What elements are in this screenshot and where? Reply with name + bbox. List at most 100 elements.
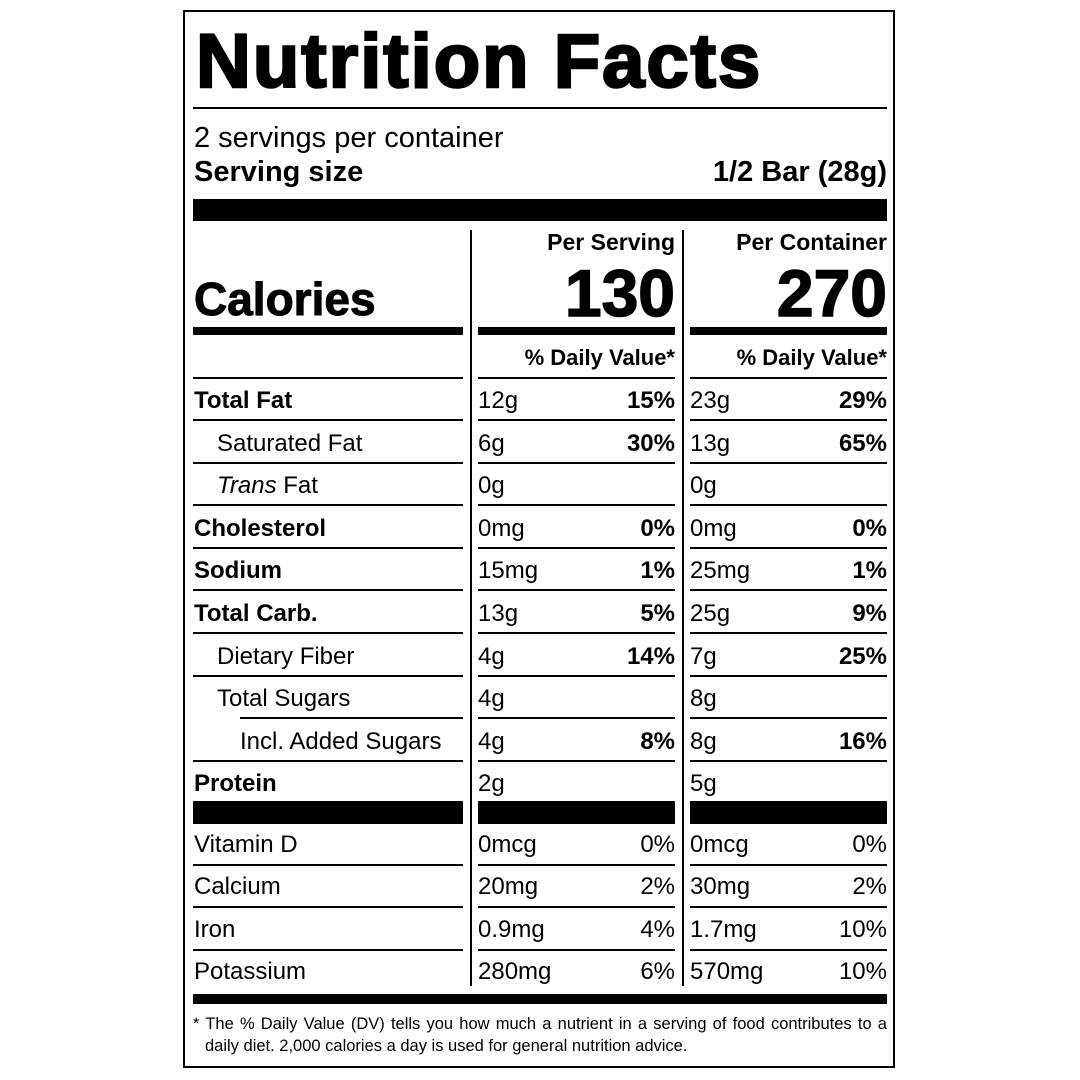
daily-value: 4% (640, 915, 675, 943)
amount: 25g (690, 600, 731, 627)
nutrient-name: Total Fat (194, 389, 292, 413)
daily-value: 10% (838, 957, 887, 985)
rule (478, 717, 675, 719)
amount: 15mg (478, 557, 539, 585)
nutrient-name-text: Total Fat (194, 387, 293, 414)
nutrient-name: Saturated Fat (217, 431, 362, 456)
amount: 0mg (478, 514, 525, 542)
nutrient-name-text: Cholesterol (194, 514, 327, 542)
rule (478, 949, 675, 951)
amount: 570mg (690, 957, 764, 985)
amount: 4g (478, 642, 505, 670)
rule (690, 419, 887, 421)
nutrient-name: Total Sugars (217, 687, 350, 711)
nutrient-name: Dietary Fiber (217, 642, 355, 670)
nutrient-name-italic: Trans (217, 472, 277, 500)
rule (690, 906, 887, 908)
rule (478, 377, 675, 379)
rule (193, 994, 887, 1004)
rule (193, 801, 463, 824)
rule (193, 547, 463, 549)
rule (478, 864, 675, 866)
rule (193, 504, 463, 506)
rule (470, 230, 472, 986)
amount: 4g (478, 727, 505, 755)
daily-value: 1% (640, 557, 675, 585)
rule (193, 632, 463, 634)
vitamin-name: Calcium (194, 873, 281, 901)
amount: 6g (478, 429, 505, 457)
rule (690, 760, 887, 762)
rule (193, 906, 463, 908)
rule (690, 801, 887, 824)
nutrient-name-text: Dietary Fiber (217, 642, 355, 670)
amount: 0.9mg (478, 915, 545, 943)
nutrient-name: Total Carb. (194, 602, 318, 626)
servings: 2 servings per container (194, 122, 504, 154)
nutrient-name-text: Incl. Added Sugars (240, 727, 442, 755)
nutrient-name-text: Fat (283, 472, 318, 500)
rule (478, 801, 675, 824)
amount: 280mg (478, 957, 552, 985)
amount: 0mcg (478, 831, 537, 858)
rule (478, 327, 675, 335)
daily-value: 15% (626, 387, 675, 414)
rule (478, 547, 675, 549)
nutrient-name: Cholesterol (194, 514, 327, 542)
daily-value: 16% (838, 727, 887, 755)
title: Nutrition Facts (195, 19, 763, 104)
daily-value: 5% (640, 600, 675, 627)
daily-value: 65% (838, 429, 887, 457)
nutrient-name: Incl. Added Sugars (240, 727, 442, 755)
rule (478, 906, 675, 908)
dv-header: % Daily Value* (736, 345, 887, 370)
amount: 13g (690, 429, 731, 457)
rule (193, 107, 887, 109)
rule (193, 864, 463, 866)
amount: 1.7mg (690, 915, 757, 943)
amount: 30mg (690, 873, 751, 901)
rule (193, 419, 463, 421)
column-header: Per Serving (547, 229, 675, 255)
nutrient-name: Trans Fat (217, 474, 318, 498)
daily-value: 0% (852, 514, 887, 542)
daily-value: 0% (852, 831, 887, 858)
rule (193, 589, 463, 591)
rule (478, 504, 675, 506)
rule (690, 547, 887, 549)
rule (690, 504, 887, 506)
rule (690, 632, 887, 634)
daily-value: 9% (852, 600, 887, 627)
nutrient-name: Sodium (194, 559, 282, 583)
rule (478, 675, 675, 677)
vitamin-name: Potassium (194, 957, 307, 985)
nutrient-name-text: Total Sugars (217, 685, 351, 713)
amount: 4g (478, 685, 505, 713)
rule (690, 675, 887, 677)
daily-value: 29% (838, 387, 887, 414)
amount: 0g (478, 472, 505, 500)
serving-size-label: Serving size (194, 156, 364, 188)
amount: 12g (478, 387, 519, 414)
rule (193, 949, 463, 951)
vitamin-name: Vitamin D (194, 831, 298, 858)
rule (478, 462, 675, 464)
amount: 0mcg (690, 831, 749, 858)
daily-value: 10% (838, 915, 887, 943)
nutrient-name-text: Sodium (194, 557, 282, 585)
rule (690, 462, 887, 464)
rule (478, 589, 675, 591)
daily-value: 14% (626, 642, 675, 670)
rule (193, 327, 463, 335)
amount: 7g (690, 642, 717, 670)
amount: 13g (478, 600, 519, 627)
footnote: * The % Daily Value (DV) tells you how m… (193, 1015, 887, 1055)
rule (193, 760, 463, 762)
nutrient-name-text: Protein (194, 770, 277, 798)
daily-value: 8% (640, 727, 675, 755)
rule (690, 327, 887, 335)
daily-value: 1% (852, 557, 887, 585)
amount: 2g (478, 770, 505, 798)
nutrient-name-text: Total Carb. (194, 600, 318, 627)
